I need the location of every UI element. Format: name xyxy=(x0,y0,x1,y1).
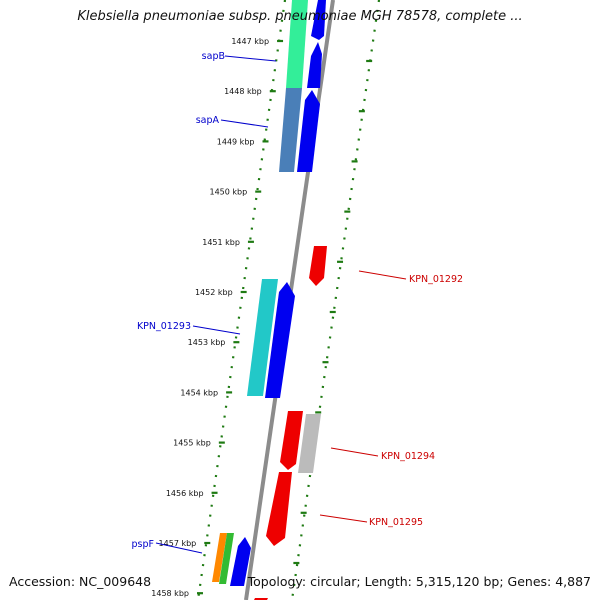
cog-band-pspF-orange xyxy=(212,533,227,582)
leader-KPN_01295 xyxy=(319,514,368,523)
leader-sapA xyxy=(220,119,269,128)
cog-band-KPN_01294 xyxy=(298,414,321,473)
leader-KPN_01293 xyxy=(192,325,241,335)
leader-sapB xyxy=(224,55,277,62)
gene-KPN_01294[interactable] xyxy=(280,411,321,473)
ruler-tick-label: 1454 kbp xyxy=(180,388,218,397)
label-KPN_01292[interactable]: KPN_01292 xyxy=(409,274,463,285)
gene-arrow-KPN_01293 xyxy=(265,282,295,398)
ruler-tick-label: 1455 kbp xyxy=(173,439,211,448)
label-sapB[interactable]: sapB xyxy=(202,51,225,62)
gene-pspF[interactable] xyxy=(212,533,251,586)
ruler-left-dotted xyxy=(196,0,287,600)
cog-band-sapB xyxy=(286,0,308,88)
gene-arrow-sapB-2 xyxy=(307,42,322,88)
label-sapA[interactable]: sapA xyxy=(196,115,220,126)
leader-KPN_01294 xyxy=(330,447,379,457)
ruler-ticks-left xyxy=(196,39,284,595)
leader-pspF xyxy=(155,542,203,554)
leader-KPN_01292 xyxy=(358,270,407,280)
gene-arrow-pspF xyxy=(230,537,251,586)
ruler-ticks-right xyxy=(293,59,373,565)
gene-arrow-sapB xyxy=(311,0,326,40)
ruler-tick-label: 1448 kbp xyxy=(224,87,262,96)
gene-sapA[interactable] xyxy=(279,88,320,172)
cog-band-sapA xyxy=(279,88,302,172)
ruler-tick-label: 1447 kbp xyxy=(231,37,269,46)
gene-arrow-KPN_01292 xyxy=(309,246,327,286)
label-KPN_01293[interactable]: KPN_01293 xyxy=(137,321,191,332)
label-KPN_01295[interactable]: KPN_01295 xyxy=(369,517,423,528)
ruler-tick-labels: 1447 kbp 1448 kbp 1449 kbp 1450 kbp 1451 kbp… xyxy=(151,37,269,598)
label-pspF[interactable]: pspF xyxy=(132,539,154,550)
ruler-tick-label: 1453 kbp xyxy=(188,338,226,347)
label-KPN_01294[interactable]: KPN_01294 xyxy=(381,451,435,462)
gene-arrow-KPN_01295 xyxy=(266,472,292,546)
ruler-tick-label: 1456 kbp xyxy=(166,489,204,498)
cog-band-KPN_01293 xyxy=(247,279,278,396)
gene-arrow-KPN_01294 xyxy=(280,411,303,470)
map-title: Klebsiella pneumoniae subsp. pneumoniae … xyxy=(77,9,523,24)
ruler-right-dotted xyxy=(290,0,381,600)
gene-KPN_01293[interactable] xyxy=(247,279,295,398)
ruler-tick-label: 1450 kbp xyxy=(210,188,248,197)
ruler-tick-label: 1452 kbp xyxy=(195,288,233,297)
gene-sapB[interactable] xyxy=(286,0,326,88)
ruler-tick-label: 1449 kbp xyxy=(217,137,255,146)
ruler-tick-label: 1458 kbp xyxy=(151,589,189,598)
gene-arrow-sapA xyxy=(297,90,320,172)
accession-text: Accession: NC_009648 xyxy=(9,574,152,589)
ruler-tick-label: 1457 kbp xyxy=(159,539,197,548)
genome-stats-text: Topology: circular; Length: 5,315,120 bp… xyxy=(247,574,591,589)
gene-KPN_01295[interactable] xyxy=(266,472,292,546)
gene-KPN_01292[interactable] xyxy=(309,246,327,286)
cog-band-pspF-green xyxy=(219,533,234,584)
ruler-tick-label: 1451 kbp xyxy=(202,238,240,247)
